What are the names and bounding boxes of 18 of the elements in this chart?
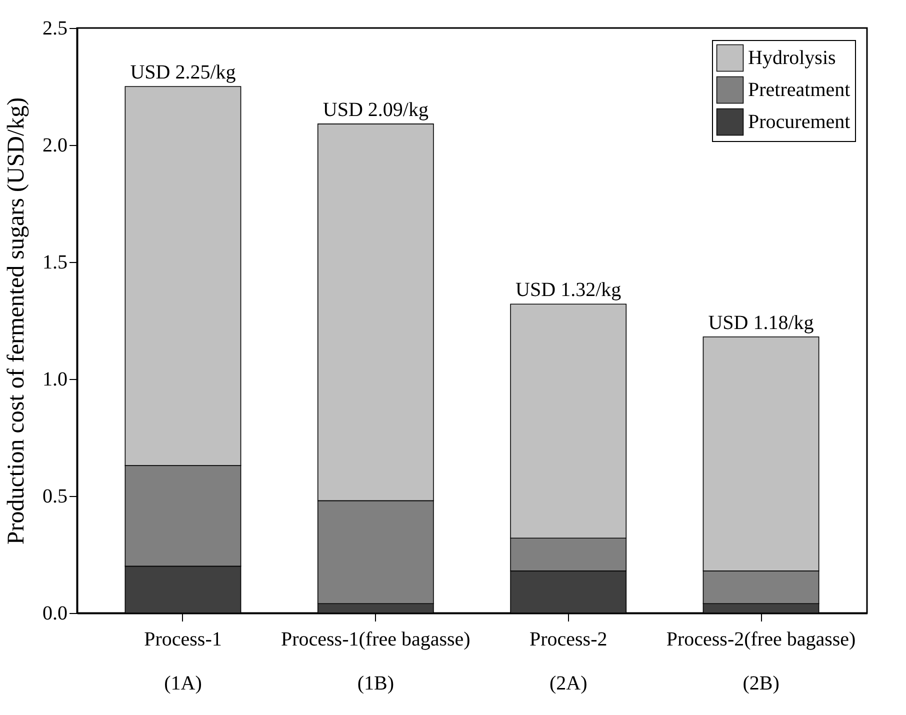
y-tick-label: 2.0 (42, 134, 68, 156)
x-tick-label: Process-2(free bagasse) (2B) (666, 628, 856, 694)
total-label: USD 2.09/kg (322, 98, 428, 121)
y-tick-label: 1.5 (42, 252, 68, 274)
total-label: USD 2.25/kg (130, 62, 236, 84)
legend-label: Hydrolysis (748, 47, 836, 69)
total-label: USD 1.18/kg (708, 312, 814, 334)
y-tick-label: 2.5 (42, 18, 68, 40)
legend-label: Procurement (748, 111, 851, 133)
x-tick-label: Process-1(free bagasse) (1B) (280, 628, 470, 694)
x-tick-label: Process-2 (2A) (529, 628, 608, 694)
y-tick-label: 0.5 (42, 486, 68, 508)
y-tick-label: 0.0 (42, 602, 68, 624)
y-tick-label: 1.0 (42, 368, 68, 390)
total-label: USD 1.32/kg (516, 279, 622, 302)
legend-label: Pretreatment (748, 79, 851, 101)
y-axis-title: Production cost of fermented sugars (USD/kg) (4, 97, 30, 545)
x-tick-label: Process-1 (1A) (144, 628, 222, 694)
